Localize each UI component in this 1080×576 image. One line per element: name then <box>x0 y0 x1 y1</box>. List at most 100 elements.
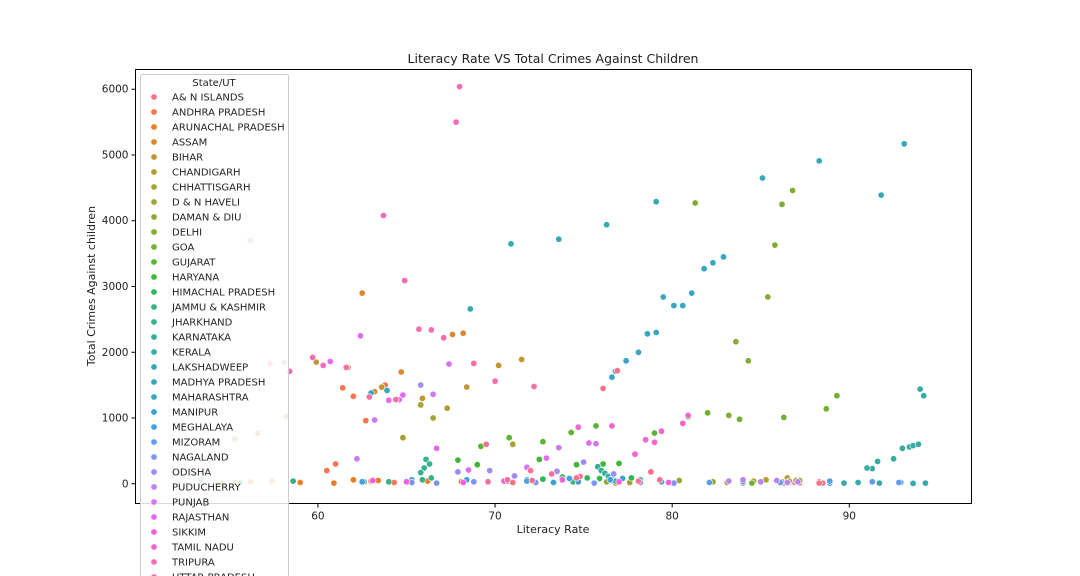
data-point <box>783 478 791 486</box>
legend-item: ASSAM <box>150 138 207 149</box>
legend-marker <box>150 183 158 191</box>
data-point <box>565 474 573 482</box>
data-point <box>463 383 471 391</box>
data-point <box>420 464 428 472</box>
data-point <box>555 444 563 452</box>
legend-marker <box>150 213 158 221</box>
data-point <box>535 455 543 463</box>
legend-label: UTTAR PRADESH <box>172 573 255 576</box>
data-point <box>656 476 664 484</box>
data-point <box>443 404 451 412</box>
data-point <box>920 392 928 400</box>
legend-marker <box>150 228 158 236</box>
legend-item: SIKKIM <box>150 528 206 539</box>
legend-label: NAGALAND <box>172 453 229 464</box>
data-point <box>539 438 547 446</box>
data-point <box>613 367 621 375</box>
data-point <box>427 474 435 482</box>
data-point <box>875 479 883 487</box>
data-point <box>385 396 393 404</box>
legend-label: JAMMU & KASHMIR <box>171 303 266 314</box>
y-tick-label: 0 <box>122 478 129 490</box>
data-point <box>312 358 320 366</box>
legend-item: KERALA <box>150 348 211 359</box>
data-point <box>758 174 766 182</box>
legend-item: D & N HAVELI <box>150 198 240 209</box>
data-point <box>744 357 752 365</box>
data-point <box>815 479 823 487</box>
legend-item: DELHI <box>150 228 202 239</box>
data-point <box>700 265 708 273</box>
data-point <box>353 455 361 463</box>
data-point <box>773 476 781 484</box>
data-point <box>732 338 740 346</box>
data-point <box>580 458 588 466</box>
legend-marker <box>150 153 158 161</box>
data-points <box>197 83 929 487</box>
legend-label: SIKKIM <box>172 528 206 539</box>
data-point <box>757 478 765 486</box>
legend-marker <box>150 258 158 266</box>
legend-item: MEGHALAYA <box>150 423 233 434</box>
legend-marker <box>150 273 158 281</box>
data-point <box>583 474 591 482</box>
chart-title: Literacy Rate VS Total Crimes Against Ch… <box>408 51 699 66</box>
data-point <box>385 478 393 486</box>
data-point <box>349 476 357 484</box>
data-point <box>764 293 772 301</box>
x-tick-label: 70 <box>488 511 501 523</box>
legend-item: MADHYA PRADESH <box>150 378 265 389</box>
legend-label: ASSAM <box>172 138 207 149</box>
y-tick-label: 5000 <box>102 149 129 161</box>
data-point <box>914 440 922 448</box>
data-point <box>507 240 515 248</box>
y-axis-ticks: 0 1000 2000 3000 4000 5000 6000 <box>102 84 136 490</box>
legend-marker <box>150 453 158 461</box>
data-point <box>518 355 526 363</box>
legend-marker <box>150 513 158 521</box>
legend-label: JHARKHAND <box>171 318 233 329</box>
data-point <box>429 390 437 398</box>
data-point <box>470 478 478 486</box>
legend-marker <box>150 573 158 576</box>
legend-marker <box>150 543 158 551</box>
data-point <box>748 479 756 487</box>
legend-title: State/UT <box>192 78 236 89</box>
data-point <box>895 478 903 486</box>
data-point <box>921 479 929 487</box>
data-point <box>495 361 503 369</box>
legend-item: RAJASTHAN <box>150 513 229 524</box>
data-point <box>735 415 743 423</box>
data-point <box>647 468 655 476</box>
data-point <box>840 479 848 487</box>
data-point <box>657 427 665 435</box>
data-point <box>401 277 409 285</box>
legend-label: ANDHRA PRADESH <box>172 108 265 119</box>
legend-items: A& N ISLANDS ANDHRA PRADESH ARUNACHAL PRAD… <box>150 93 285 576</box>
data-point <box>484 478 492 486</box>
data-point <box>739 476 747 484</box>
data-point <box>670 302 678 310</box>
legend-item: UTTAR PRADESH <box>150 573 255 576</box>
legend-item: NAGALAND <box>150 453 229 464</box>
data-point <box>362 417 370 425</box>
data-point <box>342 363 350 371</box>
data-point <box>397 368 405 376</box>
legend-marker <box>150 108 158 116</box>
data-point <box>369 476 377 484</box>
data-point <box>868 478 876 486</box>
y-axis-label: Total Crimes Against children <box>85 206 98 367</box>
data-point <box>789 187 797 195</box>
legend-item: LAKSHADWEEP <box>150 363 248 374</box>
legend-marker <box>150 423 158 431</box>
data-point <box>877 191 885 199</box>
data-point <box>399 391 407 399</box>
legend-label: KERALA <box>172 348 211 359</box>
data-point <box>572 474 580 482</box>
data-point <box>339 384 347 392</box>
data-point <box>358 289 366 297</box>
data-point <box>429 414 437 422</box>
data-point <box>603 221 611 229</box>
data-point <box>555 235 563 243</box>
data-point <box>608 422 616 430</box>
